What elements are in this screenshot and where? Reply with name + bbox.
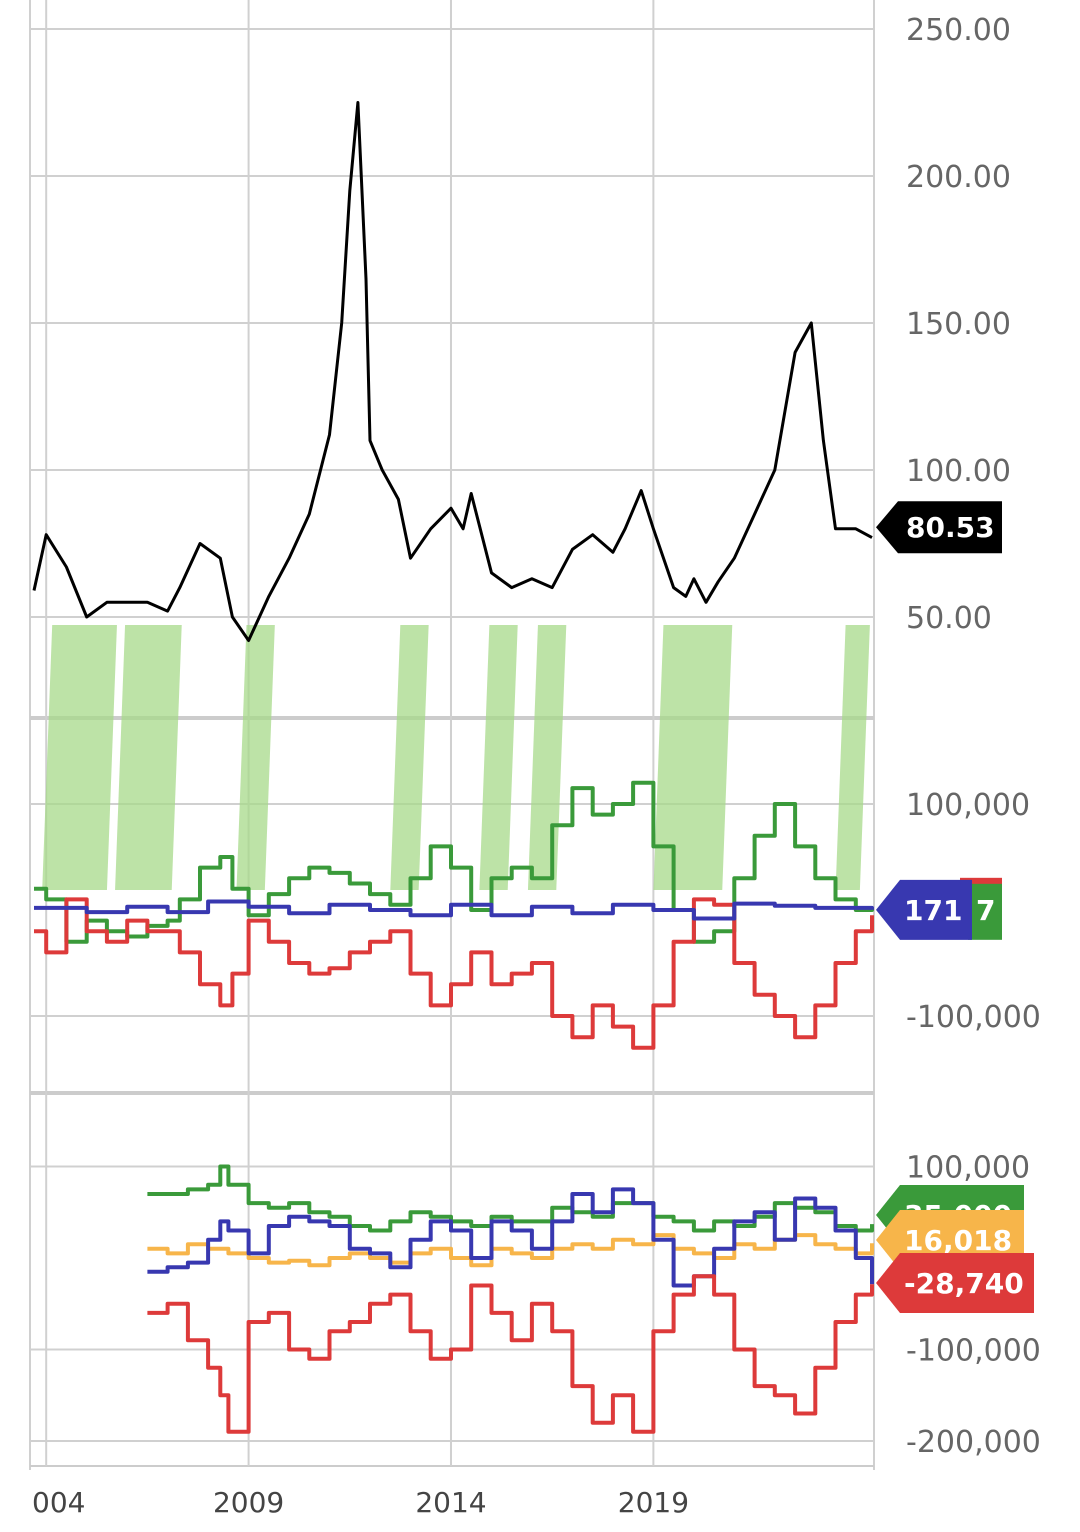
y-tick-label: 50.00 xyxy=(906,601,992,636)
highlight-band-5 xyxy=(527,625,567,890)
highlight-band-2 xyxy=(236,625,275,890)
x-tick-label: 2019 xyxy=(618,1486,689,1519)
y-tick-label: 100.00 xyxy=(906,454,1011,489)
highlight-band-6 xyxy=(653,625,733,890)
blue-badge: 171 xyxy=(876,879,972,940)
x-tick-label: 004 xyxy=(32,1486,85,1519)
positions-1-series-red xyxy=(34,897,874,1050)
positions-2-series-red xyxy=(147,1274,874,1434)
highlight-band-7 xyxy=(835,625,870,890)
positions-1-series-blue xyxy=(34,899,874,921)
highlight-band-4 xyxy=(479,625,518,890)
positions-2-series-orange xyxy=(147,1233,874,1268)
value-badges: 80.53717135,00016,018-28,740 xyxy=(876,501,1034,1313)
highlight-band-1 xyxy=(115,625,182,890)
svg-text:7: 7 xyxy=(976,894,995,927)
svg-text:171: 171 xyxy=(904,894,962,927)
highlight-bands xyxy=(42,625,870,890)
y-tick-label: 100,000 xyxy=(906,788,1030,823)
svg-text:80.53: 80.53 xyxy=(906,511,995,544)
positions-1-series-green xyxy=(34,780,874,944)
series-lines xyxy=(32,101,874,1434)
axis-labels: 004 2009 2014 2019 250.00 200.00 150.00 100.00 5… xyxy=(32,13,1041,1519)
green-badge-tail: 7 xyxy=(960,877,1002,940)
y-tick-label: -200,000 xyxy=(906,1425,1041,1460)
svg-text:-28,740: -28,740 xyxy=(904,1267,1024,1300)
price-badge: 80.53 xyxy=(876,501,1002,554)
positions-2-series-blue xyxy=(147,1187,874,1288)
x-tick-label: 2014 xyxy=(415,1486,486,1519)
y-tick-label: -100,000 xyxy=(906,1000,1041,1035)
x-tick-label: 2009 xyxy=(213,1486,284,1519)
y-tick-label: 200.00 xyxy=(906,160,1011,195)
y-tick-label: -100,000 xyxy=(906,1334,1041,1369)
highlight-band-3 xyxy=(390,625,429,890)
y-tick-label: 150.00 xyxy=(906,307,1011,342)
positions-2-series-green xyxy=(147,1164,874,1233)
highlight-band-0 xyxy=(42,625,117,890)
red-badge: -28,740 xyxy=(876,1253,1034,1313)
y-tick-label: 100,000 xyxy=(906,1151,1030,1186)
svg-text:16,018: 16,018 xyxy=(904,1224,1012,1257)
price-series-price xyxy=(32,101,873,642)
y-tick-label: 250.00 xyxy=(906,13,1011,48)
